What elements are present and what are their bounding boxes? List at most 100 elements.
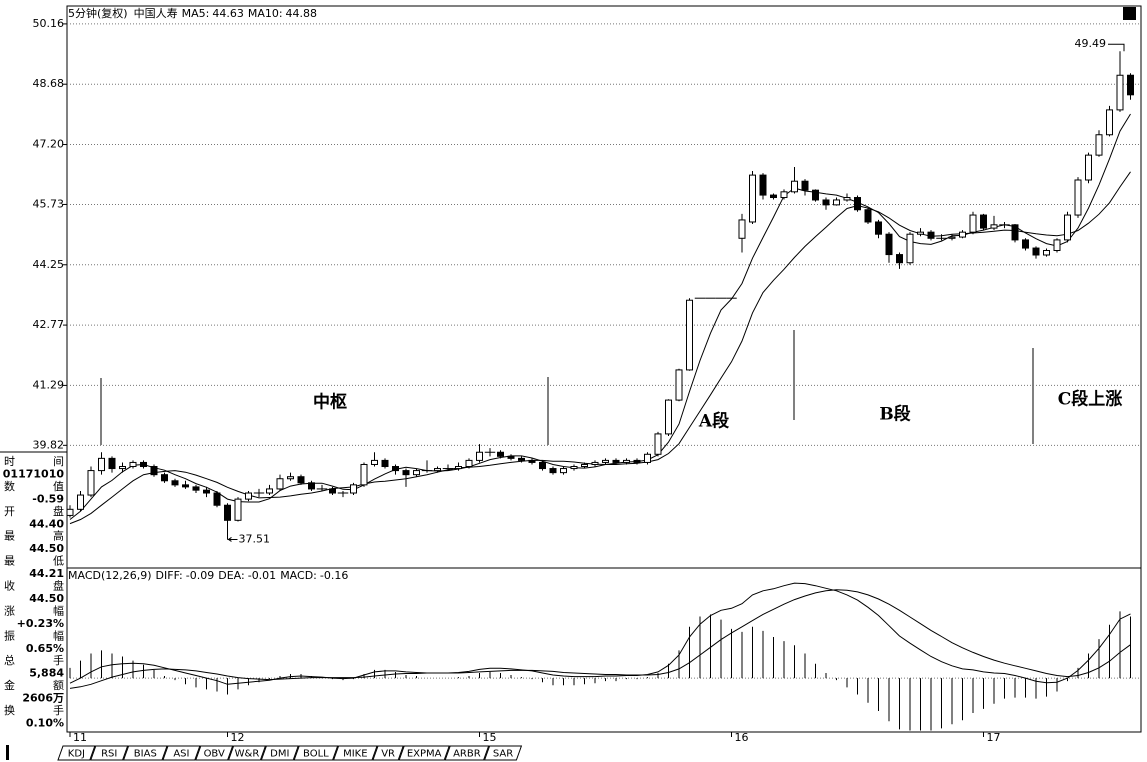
candle-body [192,486,200,491]
indicator-tab-label[interactable]: KDJ [68,749,85,760]
candle-body [665,399,672,435]
candle-body [465,459,473,468]
period: 5分钟(复权) [68,6,128,20]
candle-body [182,484,189,488]
candle-body [434,468,441,472]
candle-body [129,461,137,468]
info-label: 最 [4,555,15,568]
macd-line [69,589,1131,689]
x-tick-label: 17 [987,731,1001,744]
candle-body [287,476,294,480]
indicator-tab[interactable] [293,745,339,761]
macd-line [69,582,1131,685]
candle-body [749,174,756,223]
indicator-tab-label[interactable]: W&R [235,749,260,760]
info-label: 手 [53,653,64,667]
y-tick-label: 42.77 [33,318,65,331]
indicator-tab-label[interactable]: MIKE [343,749,367,760]
candle-body [759,174,767,196]
indicator-tab[interactable] [90,745,129,761]
indicator-tab[interactable] [444,745,490,761]
indicator-tab[interactable] [398,745,450,761]
candle-body [497,451,504,457]
candle-body [633,459,641,463]
indicator-tab-label[interactable]: ASI [173,749,189,760]
indicator-tab[interactable] [483,745,523,761]
candle-body [812,189,819,201]
candle-body [413,470,420,476]
info-label: 间 [53,455,64,468]
legend-value: 44.88 [286,7,318,20]
info-value: -0.59 [32,492,64,505]
candle-body [266,488,273,494]
legend-value: 44.63 [212,7,244,20]
indicator-tab-label[interactable]: EXPMA [407,749,442,760]
info-label: 换 [4,703,15,717]
low-pointer [227,537,238,542]
indicator-tab[interactable] [372,745,404,761]
candle-body [350,484,357,494]
candle-body [959,231,966,238]
candle-body [770,194,777,199]
indicator-tab[interactable] [260,745,299,761]
indicator-tab-label[interactable]: OBV [204,749,225,760]
stock-name: 中国人寿 [134,6,178,20]
indicator-tab[interactable] [195,745,234,761]
candle-body [203,489,210,494]
indicator-tab-label[interactable]: BIAS [134,749,157,760]
candle-body [234,498,242,521]
candle-body [245,492,252,500]
info-label: 涨 [4,604,15,617]
y-tick-label: 45.73 [33,197,65,210]
indicator-tab[interactable] [332,745,378,761]
candle-body [833,199,840,206]
candle-body [1106,109,1113,136]
x-tick-label: 15 [483,731,497,744]
candle-body [1095,134,1103,156]
candle-body [87,470,95,496]
indicator-tab-label[interactable]: BOLL [303,749,329,760]
candle-body [171,480,179,486]
info-label: 值 [53,480,64,493]
indicator-tab[interactable] [122,745,168,761]
candle-body [549,468,557,474]
info-value: 2606万 [22,692,64,705]
indicator-tab-label[interactable]: DMI [270,749,289,760]
info-label: 盘 [53,579,64,593]
macd-header: MACD(12,26,9) DIFF: -0.09 DEA: -0.01 MACD: -0.… [68,569,348,582]
candle-body [224,504,231,521]
indicator-tab[interactable] [227,745,267,761]
info-value: 01171010 [3,468,65,481]
indicator-tab-label[interactable]: VR [381,749,395,760]
legend-name: MA5: [182,7,210,20]
window-button[interactable] [1123,7,1136,20]
candle-body [675,369,683,401]
info-label: 盘 [53,504,64,518]
info-value: 44.50 [29,592,64,605]
high-pointer [1108,43,1125,52]
candle-body [686,299,693,371]
candle-body [402,470,410,476]
candle-body [980,214,987,229]
info-label: 幅 [53,629,64,642]
candle-body [969,214,977,233]
indicator-tab[interactable] [162,745,201,761]
candle-body [1043,250,1050,256]
low-label: 37.51 [239,532,271,545]
y-tick-label: 50.16 [33,17,65,30]
candle-body [654,433,662,455]
candle-body [623,459,630,463]
segment-label: A段 [698,411,729,432]
candle-body [843,197,851,201]
indicator-tab-label[interactable]: ARBR [453,749,481,760]
indicator-tab-label[interactable]: RSI [101,749,117,760]
candle-body [1011,224,1019,241]
x-tick-label: 11 [73,731,87,744]
info-value: 44.50 [29,542,64,555]
candle-body [864,209,872,223]
info-value: 5,884 [29,667,64,680]
indicator-tab-label[interactable]: SAR [493,749,513,760]
info-label: 最 [4,530,15,543]
indicator-tab[interactable] [57,745,96,761]
